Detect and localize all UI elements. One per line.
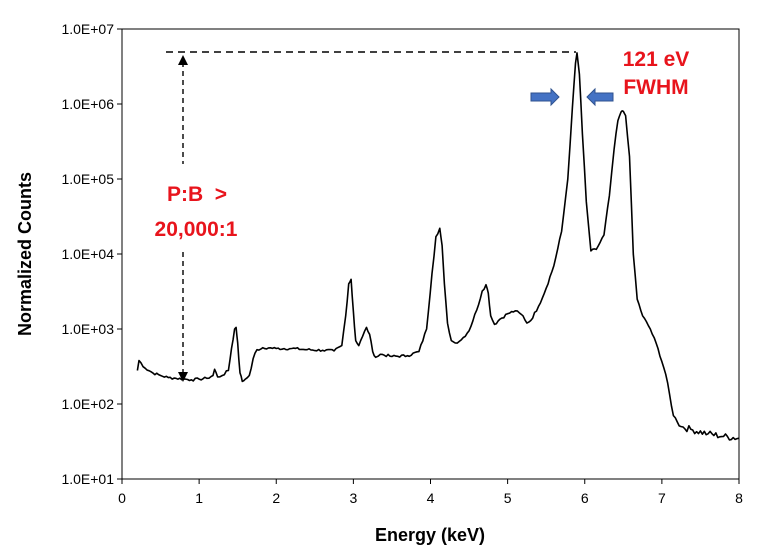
pb-ratio-value: 20,000:1	[155, 218, 238, 241]
x-tick-label: 2	[272, 490, 280, 506]
pb-ratio-label: P:B >	[167, 183, 227, 206]
y-tick-label: 1.0E+02	[61, 396, 114, 412]
x-tick-label: 7	[658, 490, 666, 506]
y-axis: 1.0E+01 1.0E+02 1.0E+03 1.0E+04 1.0E+05 1.0E+…	[61, 21, 122, 487]
y-tick-label: 1.0E+05	[61, 171, 114, 187]
x-tick-label: 4	[427, 490, 435, 506]
x-tick-label: 6	[581, 490, 589, 506]
x-axis-title: Energy (keV)	[375, 525, 485, 545]
fwhm-value-label: 121 eV	[623, 48, 690, 71]
y-axis-title: Normalized Counts	[15, 172, 35, 336]
arrow-head-down-icon	[178, 372, 188, 382]
arrow-head-up-icon	[178, 55, 188, 65]
fwhm-label: FWHM	[623, 76, 688, 99]
x-tick-label: 0	[118, 490, 126, 506]
x-tick-label: 8	[735, 490, 743, 506]
fwhm-right-arrow-icon	[586, 87, 614, 107]
y-tick-label: 1.0E+07	[61, 21, 114, 37]
x-axis: 0 1 2 3 4 5 6 7 8	[118, 479, 743, 506]
y-tick-label: 1.0E+04	[61, 246, 114, 262]
x-tick-label: 3	[349, 490, 357, 506]
series-line	[136, 52, 740, 441]
y-tick-label: 1.0E+01	[61, 471, 114, 487]
x-tick-label: 1	[195, 490, 203, 506]
fwhm-left-arrow-icon	[530, 87, 560, 107]
x-tick-label: 5	[504, 490, 512, 506]
y-tick-label: 1.0E+03	[61, 321, 114, 337]
y-tick-label: 1.0E+06	[61, 96, 114, 112]
